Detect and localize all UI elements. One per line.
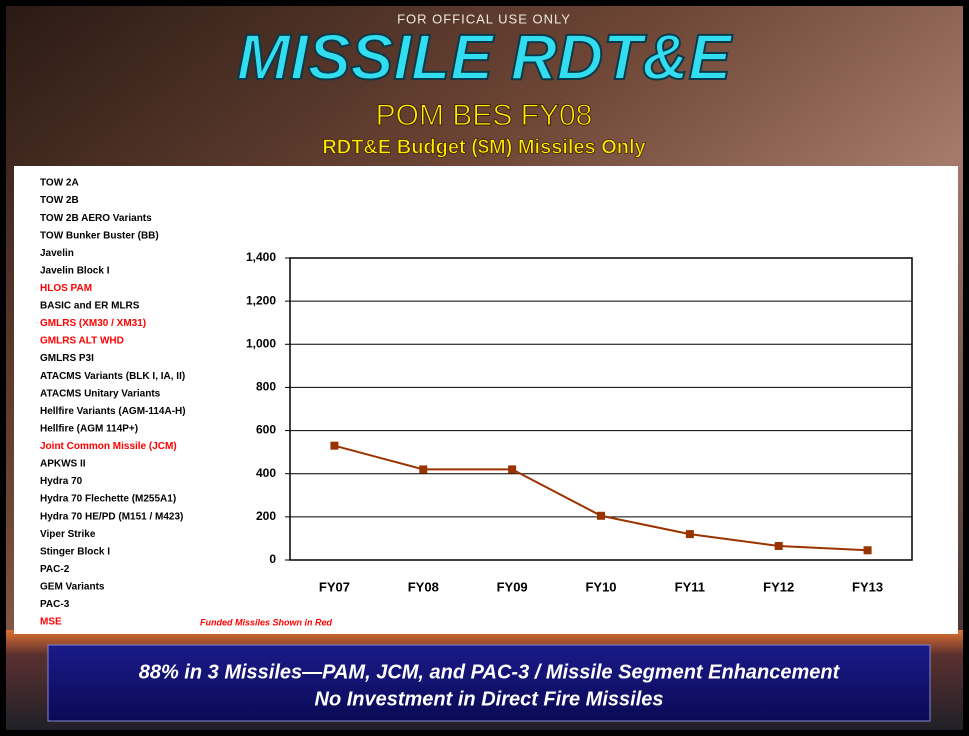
missile-name: Hydra 70 xyxy=(40,476,83,487)
marker xyxy=(508,465,517,474)
note: Funded Missiles Shown in Red xyxy=(200,617,333,627)
missile-name: APKWS II xyxy=(40,459,86,470)
x-tick-label: FY10 xyxy=(585,579,616,594)
marker xyxy=(419,465,428,474)
marker xyxy=(685,530,694,539)
y-tick-label: 0 xyxy=(269,552,276,566)
marker xyxy=(597,511,605,520)
missile-name: GMLRS ALT WHD xyxy=(40,336,124,347)
x-tick-label: FY12 xyxy=(763,579,794,594)
banner-line: 88% in 3 Missiles—PAM, JCM, and PAC-3 / … xyxy=(139,661,841,683)
missile-name: GMLRS (XM30 / XM31) xyxy=(40,318,146,329)
caption: RDT&E Budget ($M) Missiles Only xyxy=(322,136,646,158)
missile-name: Hydra 70 Flechette (M255A1) xyxy=(40,494,176,505)
missile-name: PAC-2 xyxy=(40,564,70,575)
missile-name: Hellfire Variants (AGM-114A-H) xyxy=(40,406,186,417)
banner xyxy=(47,644,931,722)
marker xyxy=(863,546,872,555)
missile-name: TOW 2B AERO Variants xyxy=(40,213,152,224)
x-tick-label: FY13 xyxy=(852,579,883,594)
y-tick-label: 1,200 xyxy=(246,293,276,307)
missile-name: BASIC and ER MLRS xyxy=(40,301,140,312)
missile-name: GMLRS P3I xyxy=(40,353,94,364)
missile-name: Stinger Block I xyxy=(40,546,110,557)
y-tick-label: 1,400 xyxy=(246,250,276,264)
missile-name: TOW 2A xyxy=(40,178,79,189)
missile-name: Hydra 70 HE/PD (M151 / M423) xyxy=(40,511,183,522)
x-tick-label: FY09 xyxy=(497,579,528,594)
banner-line: No Investment in Direct Fire Missiles xyxy=(315,688,664,710)
missile-name: GEM Variants xyxy=(40,582,105,593)
missile-name: Hellfire (AGM 114P+) xyxy=(40,423,138,434)
y-tick-label: 800 xyxy=(256,380,276,394)
missile-name: TOW Bunker Buster (BB) xyxy=(40,230,159,241)
title: MISSILE RDT&E xyxy=(237,21,734,93)
missile-name: ATACMS Unitary Variants xyxy=(40,388,161,399)
x-tick-label: FY11 xyxy=(675,579,705,594)
content-panel xyxy=(14,166,958,634)
missile-name: TOW 2B xyxy=(40,195,79,206)
y-tick-label: 200 xyxy=(256,509,276,523)
missile-name: HLOS PAM xyxy=(40,283,92,294)
x-tick-label: FY08 xyxy=(408,579,439,594)
missile-name: Javelin Block I xyxy=(40,265,110,276)
missile-name: ATACMS Variants (BLK I, IA, II) xyxy=(40,371,185,382)
missile-name: PAC-3 xyxy=(40,599,70,610)
marker xyxy=(330,441,339,450)
classification: FOR OFFICAL USE ONLY xyxy=(397,11,571,26)
x-tick-label: FY07 xyxy=(319,579,350,594)
y-tick-label: 1,000 xyxy=(246,336,276,350)
missile-name: Joint Common Missile (JCM) xyxy=(40,441,177,452)
missile-name: MSE xyxy=(40,617,62,628)
missile-name: Javelin xyxy=(40,248,74,259)
y-tick-label: 400 xyxy=(256,466,276,480)
y-tick-label: 600 xyxy=(256,423,276,437)
missile-name: Viper Strike xyxy=(40,529,96,540)
subtitle: POM BES FY08 xyxy=(376,99,593,132)
marker xyxy=(774,541,783,550)
